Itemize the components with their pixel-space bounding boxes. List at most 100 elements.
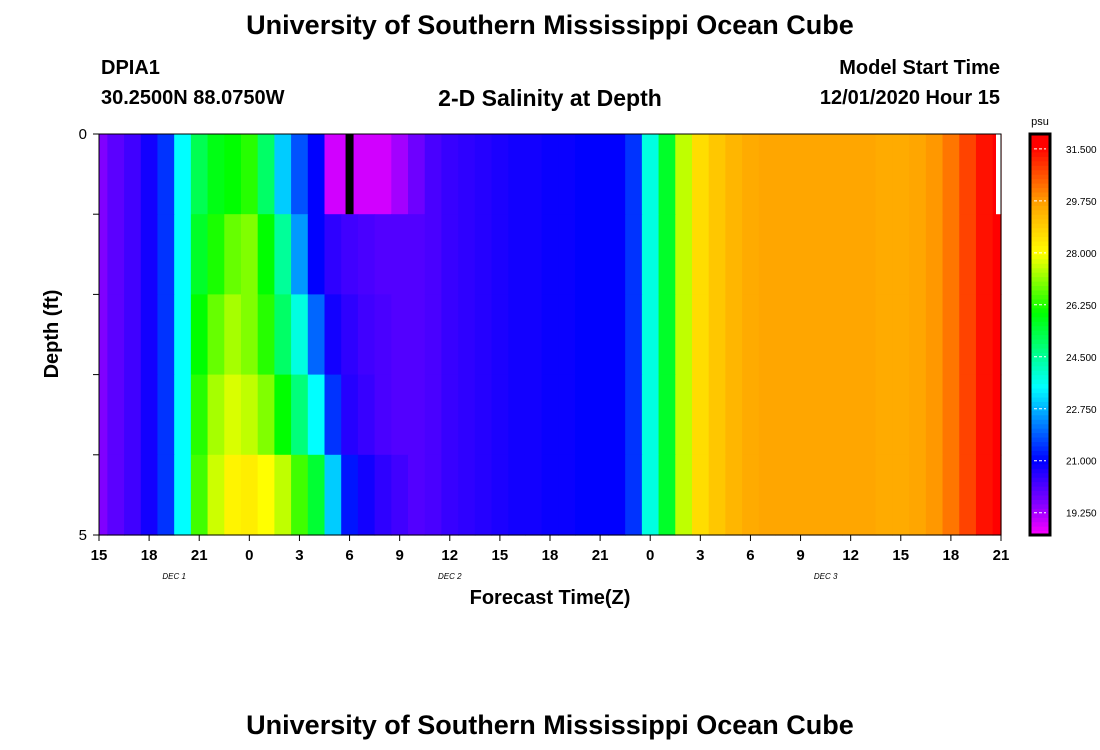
colorbar-segment: [1030, 178, 1050, 184]
colorbar-segment: [1030, 463, 1050, 469]
heatmap-cell: [441, 454, 459, 536]
colorbar-segment: [1030, 521, 1050, 527]
heatmap-cell: [240, 294, 259, 376]
heatmap-cell: [224, 454, 242, 536]
colorbar-segment: [1030, 383, 1050, 389]
heatmap-cell: [324, 134, 342, 215]
heatmap-cell: [491, 374, 509, 456]
heatmap-cell: [775, 214, 793, 295]
heatmap-cell: [558, 214, 576, 295]
heatmap-cell: [758, 374, 777, 456]
heatmap-cell: [207, 214, 225, 295]
heatmap-cell: [190, 214, 209, 295]
heatmap-cell: [675, 374, 693, 456]
colorbar-segment: [1030, 454, 1050, 460]
heatmap-cell: [99, 214, 108, 295]
heatmap-cell: [859, 214, 877, 295]
heatmap-cell: [524, 214, 543, 295]
colorbar-segment: [1030, 392, 1050, 398]
colorbar-segment: [1030, 191, 1050, 197]
heatmap-cell: [942, 454, 960, 536]
heatmap-cell: [374, 374, 392, 456]
heatmap-cell: [875, 134, 894, 215]
heatmap-cell: [825, 374, 843, 456]
heatmap-cell: [524, 454, 543, 536]
heatmap-cell: [808, 214, 827, 295]
heatmap-cell: [124, 374, 142, 456]
colorbar-tick-label: 19.250: [1066, 509, 1097, 520]
colorbar-segment: [1030, 352, 1050, 358]
heatmap-cell: [474, 294, 493, 376]
colorbar-segment: [1030, 526, 1050, 532]
x-tick-label: 18: [943, 547, 960, 564]
colorbar-segment: [1030, 169, 1050, 175]
heatmap-cell: [625, 454, 643, 536]
heatmap-cell: [591, 374, 610, 456]
colorbar-segment: [1030, 325, 1050, 331]
heatmap-cell: [541, 134, 559, 215]
heatmap-cell: [374, 294, 392, 376]
heatmap-cell: [408, 374, 426, 456]
colorbar-segment: [1030, 289, 1050, 295]
x-tick-label: 15: [892, 547, 909, 564]
colorbar-segment: [1030, 205, 1050, 211]
heatmap-cell: [374, 214, 392, 295]
colorbar-segment: [1030, 432, 1050, 438]
heatmap-cell: [357, 294, 376, 376]
heatmap-cell: [691, 214, 710, 295]
heatmap-cell: [558, 454, 576, 536]
colorbar-tick-label: 29.750: [1066, 197, 1097, 208]
heatmap-cell: [341, 454, 359, 536]
heatmap-cell: [157, 214, 175, 295]
colorbar-segment: [1030, 401, 1050, 407]
heatmap-cell: [391, 374, 409, 456]
x-tick-label: 6: [345, 547, 353, 564]
heatmap-cell: [909, 454, 927, 536]
heatmap-cell: [892, 214, 910, 295]
heatmap-cell: [458, 454, 476, 536]
heatmap-cell: [99, 454, 108, 536]
colorbar-tick-label: 28.000: [1066, 249, 1097, 260]
heatmap-cell: [725, 134, 743, 215]
heatmap-cell: [508, 214, 526, 295]
heatmap-cell: [190, 374, 209, 456]
heatmap-cell: [925, 454, 944, 536]
colorbar-segment: [1030, 410, 1050, 416]
heatmap-cell: [842, 214, 860, 295]
heatmap-cell: [541, 214, 559, 295]
heatmap-cell: [825, 294, 843, 376]
x-tick-label: 3: [696, 547, 704, 564]
colorbar-segment: [1030, 321, 1050, 327]
heatmap-cell: [641, 374, 660, 456]
heatmap-cell: [140, 294, 159, 376]
heatmap-cell: [207, 294, 225, 376]
heatmap-cell: [291, 134, 309, 215]
colorbar-segment: [1030, 414, 1050, 420]
heatmap-cell: [441, 374, 459, 456]
x-tick-label: 12: [842, 547, 859, 564]
colorbar-tick-label: 24.500: [1066, 353, 1097, 364]
heatmap-cell: [708, 134, 726, 215]
heatmap-cell: [291, 214, 309, 295]
x-tick-label: 12: [441, 547, 458, 564]
colorbar-segment: [1030, 459, 1050, 465]
colorbar-segment: [1030, 236, 1050, 242]
model-start-time: 12/01/2020 Hour 15: [819, 87, 1000, 109]
heatmap-cell: [575, 214, 593, 295]
heatmap-cell: [909, 374, 927, 456]
heatmap-cell: [942, 134, 960, 215]
colorbar-segment: [1030, 477, 1050, 483]
heatmap-cell: [307, 214, 326, 295]
x-tick-label: 9: [796, 547, 804, 564]
heatmap-cell: [675, 454, 693, 536]
heatmap-cell: [575, 454, 593, 536]
colorbar-segment: [1030, 218, 1050, 224]
heatmap-cell: [107, 134, 125, 215]
colorbar-segment: [1030, 450, 1050, 456]
heatmap-cell: [625, 374, 643, 456]
heatmap-cell: [775, 134, 793, 215]
footer-title: University of Southern Mississippi Ocean…: [246, 710, 854, 740]
heatmap-cell: [725, 294, 743, 376]
colorbar-segment: [1030, 396, 1050, 402]
heatmap-cell: [541, 294, 559, 376]
